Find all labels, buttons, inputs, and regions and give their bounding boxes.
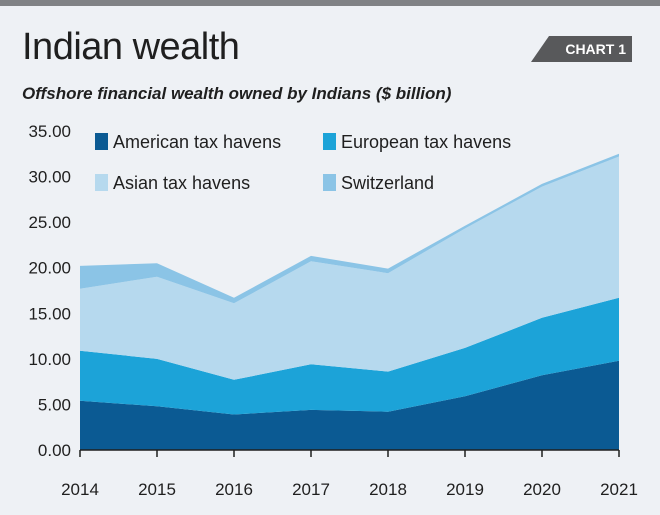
legend-swatch [95,174,108,191]
y-tick-label: 5.00 [38,395,71,414]
top-rule [0,0,660,6]
legend-label: Switzerland [341,173,434,193]
area-european-tax-havens [80,297,619,415]
legend: American tax havens European tax havens As… [95,132,511,193]
y-tick-label: 25.00 [28,213,71,232]
chart-subtitle: Offshore financial wealth owned by India… [22,84,452,103]
y-axis: 0.00 5.00 10.00 15.00 20.00 25.00 30.00 35.00 [28,122,71,460]
y-tick-label: 20.00 [28,259,71,278]
y-tick-label: 0.00 [38,441,71,460]
y-tick-label: 30.00 [28,168,71,187]
legend-label: American tax havens [113,132,281,152]
x-tick-label: 2014 [61,480,99,499]
x-tick-label: 2016 [215,480,253,499]
x-tick-label: 2019 [446,480,484,499]
y-tick-label: 15.00 [28,304,71,323]
y-tick-label: 35.00 [28,122,71,141]
x-axis: 2014 2015 2016 2017 2018 2019 2020 2021 [61,449,638,499]
x-tick-label: 2018 [369,480,407,499]
area-asian-tax-havens [80,156,619,380]
area-american-tax-havens [80,360,619,450]
chart-title: Indian wealth [22,26,240,68]
x-tick-label: 2015 [138,480,176,499]
legend-label: Asian tax havens [113,173,250,193]
legend-swatch [95,133,108,150]
badge-label: CHART 1 [565,41,626,57]
legend-label: European tax havens [341,132,511,152]
y-tick-label: 10.00 [28,350,71,369]
legend-swatch [323,174,336,191]
x-tick-label: 2020 [523,480,561,499]
chart-number-badge: CHART 1 [531,36,632,62]
legend-swatch [323,133,336,150]
x-tick-label: 2017 [292,480,330,499]
x-tick-label: 2021 [600,480,638,499]
area-layers [80,153,619,450]
